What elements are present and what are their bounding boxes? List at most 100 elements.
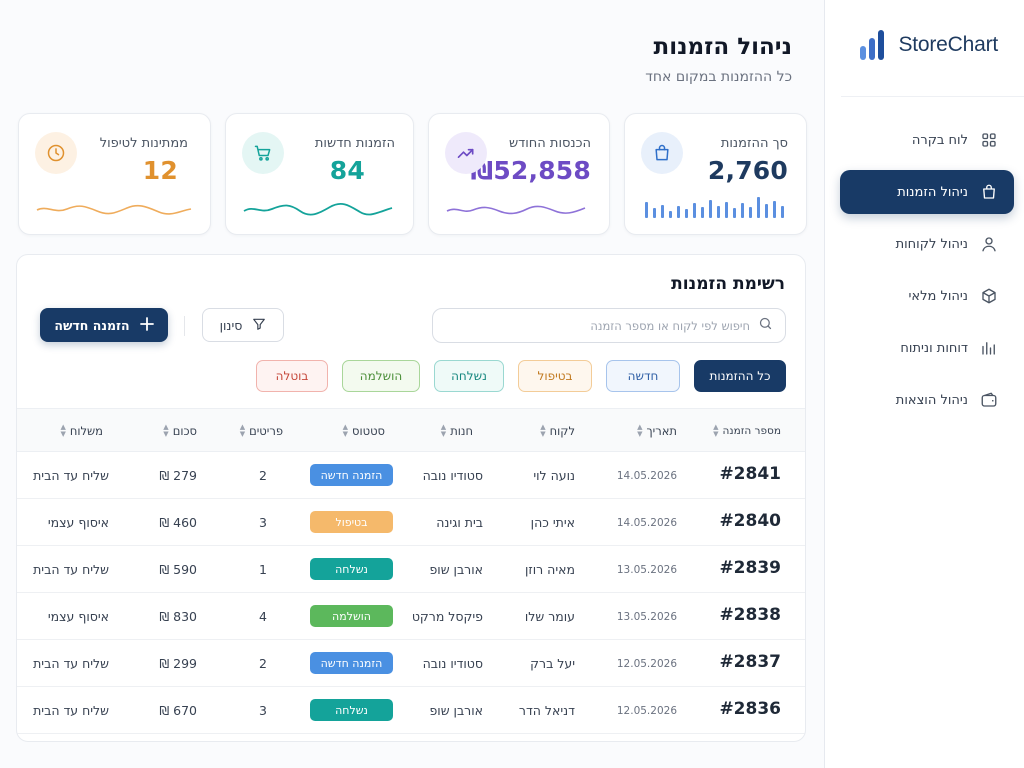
- line-sparkline: [243, 203, 393, 216]
- filter-chip-new[interactable]: חדשה: [606, 360, 680, 392]
- amount-cell: ₪ 279: [159, 468, 197, 483]
- store-cell: בית וגינה: [436, 515, 483, 530]
- store-cell: אורבן שופ: [429, 703, 484, 718]
- sidebar-item-reports[interactable]: דוחות וניתוח: [840, 326, 1014, 370]
- sidebar-item-expenses[interactable]: ניהול הוצאות: [840, 378, 1014, 422]
- sort-icon: ▲ ▼: [440, 423, 447, 438]
- order-id-cell: #2837: [719, 652, 781, 672]
- wallet-icon: [980, 391, 998, 409]
- customer-cell: מאיה רוזן: [525, 562, 575, 577]
- column-header-store[interactable]: חנות ▲ ▼: [440, 423, 473, 439]
- table-row[interactable]: #2839 13.05.2026 מאיה רוזן אורבן שופ 1 ₪ 590 ש…: [17, 546, 805, 593]
- status-badge: נשלחה: [310, 699, 393, 721]
- shipping-cell: שליח עד הבית: [33, 703, 109, 718]
- sort-icon: ▲ ▼: [713, 423, 719, 438]
- filter-chip-completed[interactable]: הושלמה: [342, 360, 420, 392]
- sidebar-divider: [841, 96, 1024, 97]
- column-header-customer[interactable]: לקוח ▲ ▼: [540, 423, 575, 439]
- filter-icon: [252, 317, 266, 334]
- shipping-cell: שליח עד הבית: [33, 656, 109, 671]
- amount-cell: ₪ 830: [159, 609, 197, 624]
- sidebar-item-label: ניהול הוצאות: [895, 392, 968, 408]
- column-header-date[interactable]: תאריך ▲ ▼: [637, 423, 677, 439]
- stat-value: 84: [329, 156, 365, 185]
- order-id-cell: #2840: [719, 511, 781, 531]
- stat-card-monthly-revenue: הכנסות החודש ₪52,858: [428, 113, 610, 235]
- filter-chip-all[interactable]: כל ההזמנות: [694, 360, 786, 392]
- amount-cell: ₪ 670: [159, 703, 197, 718]
- sidebar-item-customers[interactable]: ניהול לקוחות: [840, 222, 1014, 266]
- status-badge: בטיפול: [310, 511, 393, 533]
- stat-label: סך ההזמנות: [720, 136, 788, 151]
- customer-cell: נועה לוי: [533, 468, 575, 483]
- column-header-status[interactable]: סטטוס ▲ ▼: [342, 423, 385, 439]
- search-input[interactable]: [450, 318, 750, 333]
- table-row[interactable]: #2840 14.05.2026 איתי כהן בית וגינה 3 ₪ 460 אי…: [17, 499, 805, 546]
- filter-chip-shipped[interactable]: נשלחה: [434, 360, 504, 392]
- items-cell: 2: [259, 656, 267, 671]
- stat-label: הזמנות חדשות: [314, 136, 395, 151]
- filter-button[interactable]: סינון: [202, 308, 284, 342]
- logo-bars-icon: [860, 30, 885, 60]
- date-cell: 14.05.2026: [616, 517, 677, 529]
- shipping-cell: שליח עד הבית: [33, 468, 109, 483]
- status-badge: הזמנה חדשה: [310, 652, 393, 674]
- page-title: ניהול הזמנות: [653, 34, 793, 60]
- orders-title: רשימת הזמנות: [671, 274, 785, 294]
- amount-cell: ₪ 299: [159, 656, 197, 671]
- sidebar-item-inventory[interactable]: ניהול מלאי: [840, 274, 1014, 318]
- items-cell: 1: [259, 562, 267, 577]
- items-cell: 3: [259, 515, 267, 530]
- bar-chart-icon: [980, 339, 998, 357]
- sidebar-item-label: ניהול הזמנות: [897, 184, 968, 200]
- stat-card-total-orders: סך ההזמנות 2,760: [624, 113, 807, 235]
- customer-cell: איתי כהן: [530, 515, 575, 530]
- date-cell: 12.05.2026: [616, 658, 677, 670]
- sort-icon: ▲ ▼: [637, 423, 643, 438]
- box-icon: [980, 287, 998, 305]
- column-header-order-id[interactable]: מספר הזמנה ▲ ▼: [713, 423, 781, 438]
- sort-icon: ▲ ▼: [342, 423, 349, 438]
- table-row[interactable]: #2837 12.05.2026 יעל ברק סטודיו נובה 2 ₪ 299 ש…: [17, 640, 805, 687]
- table-row[interactable]: #2841 14.05.2026 נועה לוי סטודיו נובה 2 ₪ 279…: [17, 452, 805, 499]
- stat-value: ₪52,858: [470, 156, 591, 185]
- sort-icon: ▲ ▼: [540, 423, 546, 438]
- app-logo[interactable]: StoreChart: [858, 28, 998, 62]
- column-header-items[interactable]: פריטים ▲ ▼: [239, 423, 283, 439]
- customer-cell: יעל ברק: [530, 656, 575, 671]
- column-header-amount[interactable]: סכום ▲ ▼: [163, 423, 197, 439]
- toolbar-divider: [184, 316, 185, 336]
- new-order-button[interactable]: הזמנה חדשה: [40, 308, 168, 342]
- store-cell: אורבן שופ: [429, 562, 484, 577]
- filter-chip-cancelled[interactable]: בוטלה: [256, 360, 328, 392]
- table-row[interactable]: #2838 13.05.2026 עומר שלו פיקסל מרקט 4 ₪ 830 א…: [17, 593, 805, 640]
- amount-cell: ₪ 460: [159, 515, 197, 530]
- new-order-label: הזמנה חדשה: [54, 317, 130, 333]
- order-id-cell: #2841: [719, 464, 781, 484]
- date-cell: 12.05.2026: [616, 705, 677, 717]
- sidebar-item-orders[interactable]: ניהול הזמנות: [840, 170, 1014, 214]
- sidebar-item-label: ניהול מלאי: [908, 288, 968, 304]
- main-area: ניהול הזמנות כל ההזמנות במקום אחד סך ההז…: [16, 34, 807, 742]
- shopping-cart-icon: [242, 132, 284, 174]
- items-cell: 2: [259, 468, 267, 483]
- search-icon: [758, 316, 773, 335]
- shopping-bag-icon: [641, 132, 683, 174]
- date-cell: 14.05.2026: [616, 470, 677, 482]
- stat-value: 12: [142, 156, 178, 185]
- shipping-cell: איסוף עצמי: [47, 609, 109, 624]
- sidebar-item-label: לוח בקרה: [911, 132, 968, 148]
- sidebar-item-dashboard[interactable]: לוח בקרה: [840, 118, 1014, 162]
- status-badge: הושלמה: [310, 605, 393, 627]
- sort-icon: ▲ ▼: [239, 423, 246, 438]
- filter-chip-processing[interactable]: בטיפול: [518, 360, 592, 392]
- items-cell: 3: [259, 703, 267, 718]
- bar-sparkline: [645, 197, 784, 218]
- sort-icon: ▲ ▼: [163, 423, 169, 438]
- shipping-cell: שליח עד הבית: [33, 562, 109, 577]
- plus-icon: [139, 316, 154, 334]
- table-row[interactable]: #2836 12.05.2026 דניאל הדר אורבן שופ 3 ₪ 670 ש…: [17, 687, 805, 734]
- column-header-shipping[interactable]: משלוח ▲ ▼: [60, 423, 103, 439]
- trending-up-icon: [445, 132, 487, 174]
- order-id-cell: #2839: [719, 558, 781, 578]
